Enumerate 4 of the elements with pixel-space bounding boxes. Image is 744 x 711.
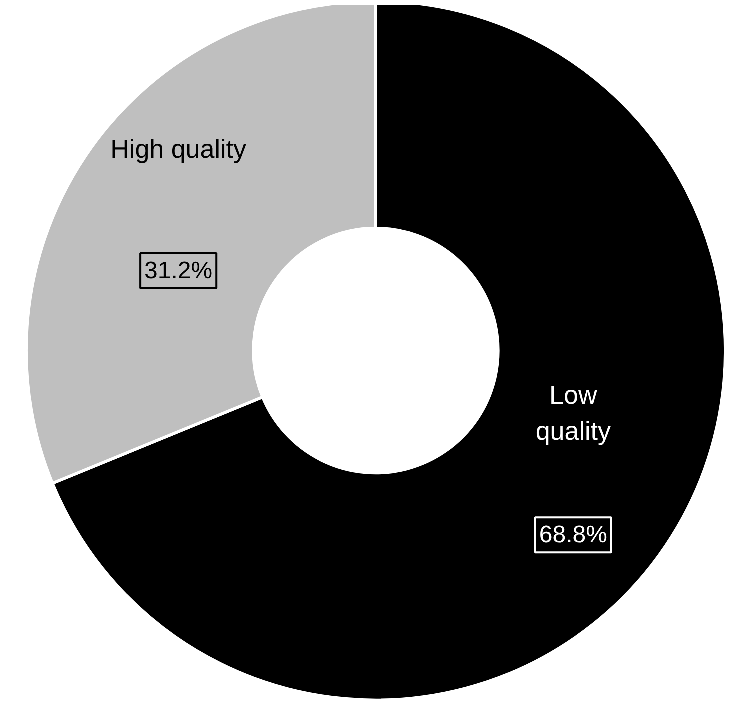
slice-label: High quality (110, 134, 247, 164)
data-label: 31.2% (144, 258, 213, 285)
data-label: 68.8% (539, 522, 608, 549)
slice-label: Low quality (536, 380, 611, 446)
